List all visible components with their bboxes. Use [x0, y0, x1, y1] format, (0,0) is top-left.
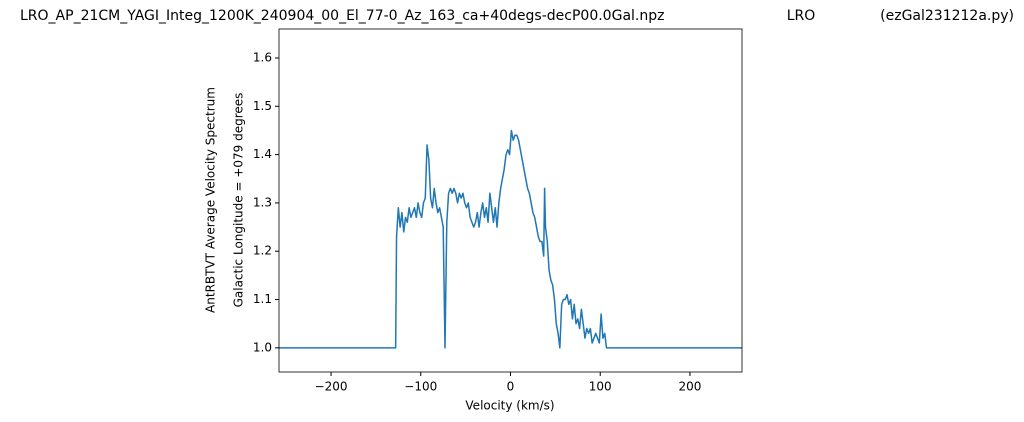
- y-tick-label: 1.2: [253, 244, 272, 258]
- y-tick-label: 1.6: [253, 50, 272, 64]
- y-tick-label: 1.5: [253, 99, 272, 113]
- data-line: [279, 129, 742, 349]
- x-tick-label: 200: [679, 380, 702, 394]
- x-tick-label: −100: [404, 380, 437, 394]
- site-label: LRO: [787, 8, 816, 24]
- x-tick-label: 0: [507, 380, 515, 394]
- x-axis-label: Velocity (km/s): [465, 399, 554, 413]
- y-tick-label: 1.0: [253, 340, 272, 354]
- y-axis-label: Galactic Longitude = +079 degrees: [232, 93, 246, 308]
- x-tick-label: 100: [589, 380, 612, 394]
- program-label: (ezGal231212a.py): [880, 8, 1014, 24]
- y-tick-label: 1.1: [253, 292, 272, 306]
- x-tick-label: −200: [315, 380, 348, 394]
- plot-frame: [278, 28, 743, 373]
- chart-title: LRO_AP_21CM_YAGI_Integ_1200K_240904_00_E…: [20, 8, 664, 24]
- y-axis-label: AntRBTVT Average Velocity Spectrum: [204, 87, 218, 313]
- y-tick-label: 1.4: [253, 147, 272, 161]
- y-tick-label: 1.3: [253, 195, 272, 209]
